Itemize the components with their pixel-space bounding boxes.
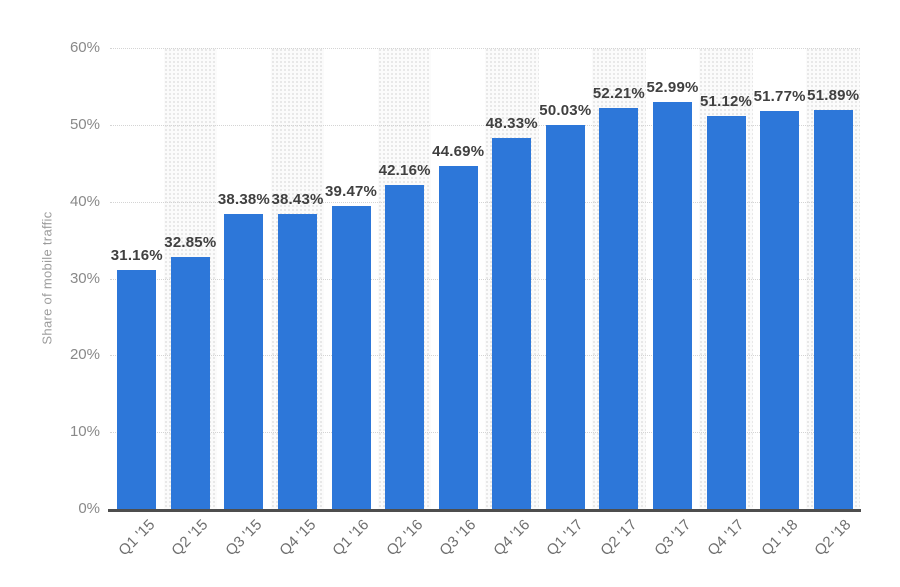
y-gridline	[110, 48, 860, 49]
y-axis-tick-label: 40%	[69, 192, 100, 210]
plot-area	[110, 48, 860, 509]
y-gridline	[110, 432, 860, 434]
y-axis-tick-label: 20%	[69, 346, 100, 364]
bar-value-label: 51.77%	[753, 88, 806, 106]
y-axis-tick-label: 0%	[78, 500, 100, 517]
bar[interactable]	[331, 205, 371, 509]
bar[interactable]	[599, 107, 639, 509]
bar-value-label: 39.47%	[325, 182, 378, 200]
bar[interactable]	[760, 111, 800, 509]
x-axis-line	[108, 509, 861, 512]
y-axis-tick-label: 30%	[69, 269, 100, 287]
bar-value-label: 38.38%	[217, 191, 270, 209]
bar[interactable]	[653, 101, 692, 509]
bar-value-label: 31.16%	[110, 246, 163, 264]
y-gridline	[110, 124, 860, 126]
y-axis-tick-label: 10%	[69, 423, 100, 441]
bar-value-label: 50.03%	[539, 101, 592, 119]
bar-value-label: 52.99%	[646, 78, 699, 96]
bar-value-label: 44.69%	[432, 142, 485, 160]
bar-value-label: 48.33%	[485, 114, 538, 132]
bar-value-label: 52.21%	[592, 84, 645, 102]
y-axis-tick-label: 50%	[69, 115, 100, 133]
bar[interactable]	[224, 214, 264, 509]
y-gridline	[110, 278, 860, 280]
bar[interactable]	[438, 165, 478, 509]
bar[interactable]	[492, 137, 532, 509]
bar[interactable]	[813, 110, 853, 509]
y-axis-tick-label: 60%	[69, 39, 100, 56]
bar[interactable]	[385, 185, 425, 509]
y-gridline	[110, 201, 860, 203]
bar-value-label: 51.89%	[807, 87, 860, 105]
bar[interactable]	[170, 256, 210, 509]
y-gridline	[110, 355, 860, 357]
bar[interactable]	[706, 116, 746, 509]
bar-value-label: 32.85%	[164, 233, 217, 251]
bar-value-label: 51.12%	[700, 93, 753, 111]
bar-value-label: 38.43%	[271, 190, 324, 208]
bar-value-label: 42.16%	[378, 162, 431, 180]
bar[interactable]	[278, 213, 317, 509]
bar[interactable]	[117, 269, 157, 509]
bar[interactable]	[545, 124, 585, 509]
